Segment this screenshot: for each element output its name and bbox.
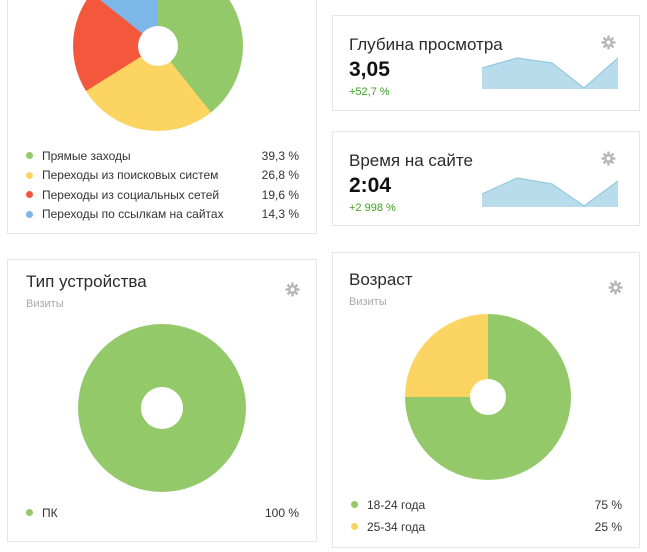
legend-label: 25-34 года [367,519,426,534]
gear-icon[interactable] [601,35,616,50]
age-legend: 18-24 года 75 % 25-34 года 25 % [351,495,622,539]
legend-dot-icon [26,191,33,198]
metric-value: 2:04 [349,174,392,197]
legend-row: Переходы из социальных сетей 19,6 % [26,185,299,204]
donut-hole [138,26,178,66]
legend-label: Переходы из поисковых систем [42,168,219,182]
card-time-on-site: Время на сайте 2:04 +2 998 % [332,131,640,226]
widget-title: Глубина просмотра [349,35,503,54]
sparkline-line [482,57,618,89]
sparkline-area [482,178,618,207]
device-type-donut-chart [78,324,246,492]
gear-icon[interactable] [601,151,616,166]
device-type-legend: ПК 100 % [26,503,299,523]
legend-dot-icon [26,171,33,179]
donut-hole [470,379,506,415]
age-donut-chart [405,314,571,480]
legend-dot-icon [26,509,33,516]
gear-icon[interactable] [285,282,300,297]
legend-row: Переходы из поисковых систем 26,8 % [26,166,299,185]
metric-value: 3,05 [349,58,390,81]
traffic-sources-donut-chart [73,0,243,131]
traffic-sources-legend: Прямые заходы 39,3 % Переходы из поисков… [26,146,299,224]
legend-label: Прямые заходы [42,148,131,163]
donut-hole [141,387,183,429]
legend-value: 26,8 % [261,168,299,182]
legend-value: 25 % [594,519,622,534]
card-device-type: Тип устройства Визиты ПК 100 % [7,259,317,542]
sparkline-area [482,58,618,89]
gear-icon[interactable] [608,280,623,295]
card-age: Возраст Визиты 18-24 года 75 % [332,252,640,548]
legend-label: Переходы по ссылкам на сайтах [42,207,224,221]
legend-value: 75 % [594,497,622,512]
widget-title: Возраст [349,270,413,289]
legend-row: Прямые заходы 39,3 % [26,146,299,165]
legend-value: 39,3 % [261,148,299,163]
page-depth-sparkline [482,57,618,89]
legend-value: 14,3 % [261,207,299,221]
widget-subtitle: Визиты [26,298,64,310]
legend-dot-icon [26,210,33,218]
card-page-depth: Глубина просмотра 3,05 +52,7 % [332,15,640,111]
card-traffic-sources: Прямые заходы 39,3 % Переходы из поисков… [7,0,317,234]
legend-label: ПК [42,505,58,520]
legend-row: 18-24 года 75 % [351,495,622,514]
legend-row: Переходы по ссылкам на сайтах 14,3 % [26,205,299,224]
widget-title: Тип устройства [26,272,147,291]
sparkline-line [482,177,618,207]
legend-label: 18-24 года [367,497,426,512]
legend-label: Переходы из социальных сетей [42,187,220,202]
widget-title: Время на сайте [349,151,473,170]
legend-row: 25-34 года 25 % [351,517,622,536]
legend-row: ПК 100 % [26,503,299,522]
legend-value: 19,6 % [261,187,299,202]
metric-delta: +52,7 % [349,86,390,98]
legend-dot-icon [351,523,358,530]
metric-delta: +2 998 % [349,202,396,214]
legend-value: 100 % [264,505,299,520]
widget-subtitle: Визиты [349,296,387,308]
legend-dot-icon [26,152,33,159]
time-on-site-sparkline [482,177,618,207]
legend-dot-icon [351,501,358,508]
